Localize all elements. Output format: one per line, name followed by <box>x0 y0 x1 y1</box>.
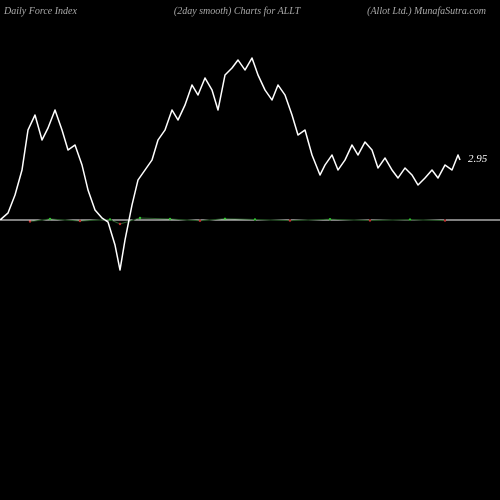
price-chart <box>0 0 500 500</box>
chart-header: Daily Force Index (2day smooth) Charts f… <box>0 6 500 17</box>
current-value-label: 2.95 <box>468 153 487 165</box>
header-mid: (2day smooth) Charts for ALLT <box>77 6 367 17</box>
chart-container: Daily Force Index (2day smooth) Charts f… <box>0 0 500 500</box>
header-left: Daily Force Index <box>4 6 77 17</box>
header-right: (Allot Ltd.) MunafaSutra.com <box>367 6 496 17</box>
